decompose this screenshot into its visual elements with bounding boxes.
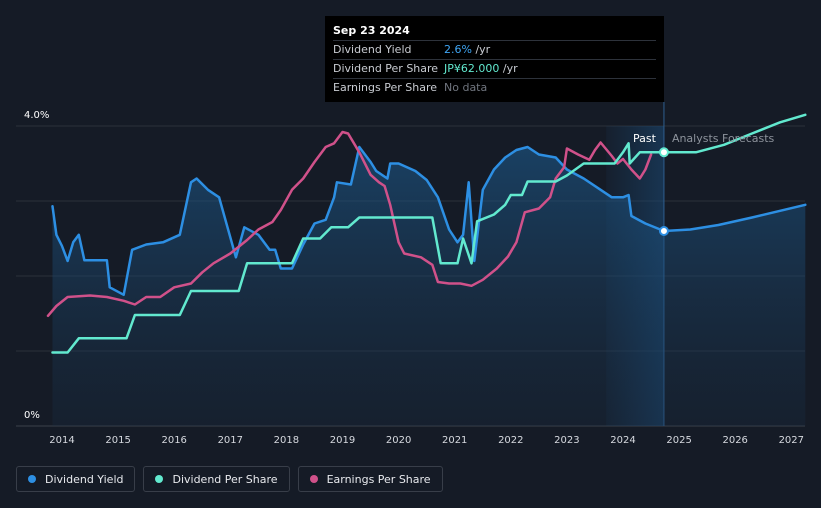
- tooltip-label: Dividend Yield: [333, 43, 412, 56]
- x-tick-label: 2014: [49, 435, 74, 446]
- tooltip-date: Sep 23 2024: [333, 24, 410, 37]
- legend-label: Earnings Per Share: [326, 472, 431, 486]
- x-tick-label: 2025: [666, 435, 691, 446]
- earnings-per-share-line: [46, 130, 653, 318]
- tooltip-label: Dividend Per Share: [333, 62, 439, 75]
- legend-dot-icon: [309, 475, 318, 483]
- x-tick-label: 2016: [161, 435, 186, 446]
- tooltip-value: No data: [444, 81, 488, 94]
- chart-legend: Dividend Yield Dividend Per Share Earnin…: [16, 466, 443, 492]
- legend-earnings-per-share[interactable]: Earnings Per Share: [297, 466, 443, 492]
- x-tick-label: 2018: [274, 435, 299, 446]
- tooltip-row-earnings-per-share: Earnings Per Share No data: [333, 78, 656, 97]
- x-tick-label: 2015: [105, 435, 130, 446]
- x-tick-label: 2023: [554, 435, 579, 446]
- legend-dividend-per-share[interactable]: Dividend Per Share: [143, 466, 290, 492]
- x-tick-label: 2022: [498, 435, 523, 446]
- x-tick-label: 2024: [610, 435, 635, 446]
- legend-dot-icon: [155, 475, 164, 483]
- legend-dividend-yield[interactable]: Dividend Yield: [16, 466, 136, 492]
- legend-dot-icon: [28, 475, 36, 483]
- x-tick-label: 2017: [218, 435, 243, 446]
- legend-label: Dividend Yield: [45, 472, 124, 486]
- forecast-label: Analysts Forecasts: [672, 132, 775, 145]
- x-tick-label: 2019: [330, 435, 355, 446]
- x-tick-label: 2026: [722, 435, 747, 446]
- legend-label: Dividend Per Share: [172, 472, 278, 486]
- hover-tooltip: Sep 23 2024 Dividend Yield 2.6% /yr Divi…: [325, 16, 664, 102]
- x-tick-label: 2027: [779, 435, 804, 446]
- dividend-yield-marker: [658, 226, 669, 236]
- dividend-yield-line: [51, 145, 807, 297]
- tooltip-value: 2.6% /yr: [444, 43, 491, 56]
- x-tick-label: 2021: [442, 435, 467, 446]
- dividend-per-share-line: [51, 113, 807, 354]
- dividend-yield-area: [52, 147, 806, 426]
- past-label: Past: [633, 132, 657, 145]
- dividend-per-share-marker: [658, 147, 669, 158]
- tooltip-row-dividend-yield: Dividend Yield 2.6% /yr: [333, 40, 656, 59]
- y-tick-label: 4.0%: [24, 110, 49, 121]
- tooltip-row-dividend-per-share: Dividend Per Share JP¥62.000 /yr: [333, 59, 656, 78]
- tooltip-label: Earnings Per Share: [333, 81, 438, 94]
- tooltip-value: JP¥62.000 /yr: [444, 62, 518, 75]
- x-tick-label: 2020: [386, 435, 411, 446]
- y-tick-label: 0%: [24, 410, 40, 421]
